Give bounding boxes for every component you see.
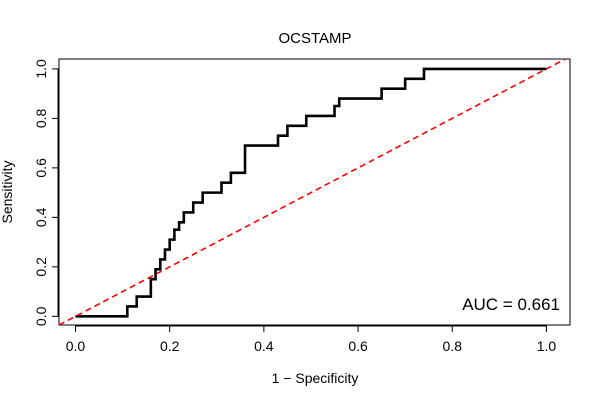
y-tick-label: 0.6 — [33, 158, 49, 178]
y-axis-label: Sensitivity — [0, 160, 15, 223]
y-tick-label: 0.2 — [33, 257, 49, 277]
x-tick-label: 1.0 — [537, 338, 557, 354]
plot-area — [59, 59, 568, 325]
plot-frame — [58, 58, 571, 326]
y-tick-label: 0.4 — [33, 207, 49, 227]
roc-curve-line — [75, 67, 547, 318]
y-tick-label: 0.0 — [33, 306, 49, 326]
x-axis: 0.0 0.2 0.4 0.6 0.8 1.0 — [66, 325, 557, 354]
x-tick-label: 0.6 — [348, 338, 368, 354]
x-tick-label: 0.2 — [160, 338, 180, 354]
x-tick-label: 0.8 — [443, 338, 463, 354]
auc-annotation: AUC = 0.661 — [462, 295, 560, 314]
chart-title: OCSTAMP — [278, 30, 351, 47]
y-tick-label: 0.8 — [33, 108, 49, 128]
y-tick-label: 1.0 — [33, 59, 49, 79]
x-tick-label: 0.4 — [254, 338, 274, 354]
reference-diagonal-line — [59, 59, 568, 325]
y-axis: 0.0 0.2 0.4 0.6 0.8 1.0 — [33, 59, 59, 326]
x-axis-label: 1 − Specificity — [272, 370, 359, 386]
x-tick-label: 0.0 — [66, 338, 86, 354]
